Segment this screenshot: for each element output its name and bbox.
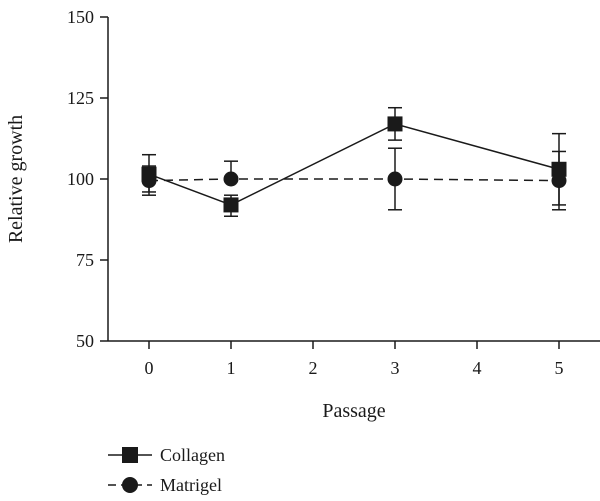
data-point-circle <box>551 173 567 189</box>
y-tick-label: 50 <box>76 331 94 351</box>
legend-item-matrigel: Matrigel <box>108 475 222 495</box>
plot-area <box>141 106 567 218</box>
data-point-square <box>223 197 239 213</box>
series-collagen <box>141 106 567 218</box>
y-tick-label: 125 <box>67 88 94 108</box>
data-point-circle <box>141 173 157 189</box>
x-tick-label: 4 <box>473 358 482 378</box>
y-ticks: 50 75 100 125 150 <box>67 7 108 351</box>
data-point-circle <box>387 171 403 187</box>
legend-label-matrigel: Matrigel <box>160 475 222 495</box>
y-tick-label: 100 <box>67 169 94 189</box>
legend-label-collagen: Collagen <box>160 445 225 465</box>
series-line <box>148 123 560 206</box>
x-tick-label: 5 <box>555 358 564 378</box>
y-tick-label: 75 <box>76 250 94 270</box>
axes: 50 75 100 125 150 0 1 2 3 4 5 <box>67 7 600 378</box>
y-tick-label: 150 <box>67 7 94 27</box>
legend: Collagen Matrigel <box>108 445 225 495</box>
legend-item-collagen: Collagen <box>108 445 225 465</box>
series-line <box>148 178 560 182</box>
y-axis-title: Relative growth <box>5 115 27 243</box>
data-point-circle <box>223 171 239 187</box>
square-marker-icon <box>122 447 138 463</box>
x-tick-label: 3 <box>391 358 400 378</box>
x-tick-label: 2 <box>309 358 318 378</box>
x-ticks: 0 1 2 3 4 5 <box>145 341 564 378</box>
data-point-square <box>387 116 403 132</box>
x-tick-label: 1 <box>227 358 236 378</box>
circle-marker-icon <box>122 477 138 493</box>
series-matrigel <box>141 147 567 211</box>
x-tick-label: 0 <box>145 358 154 378</box>
x-axis-title: Passage <box>322 400 385 422</box>
